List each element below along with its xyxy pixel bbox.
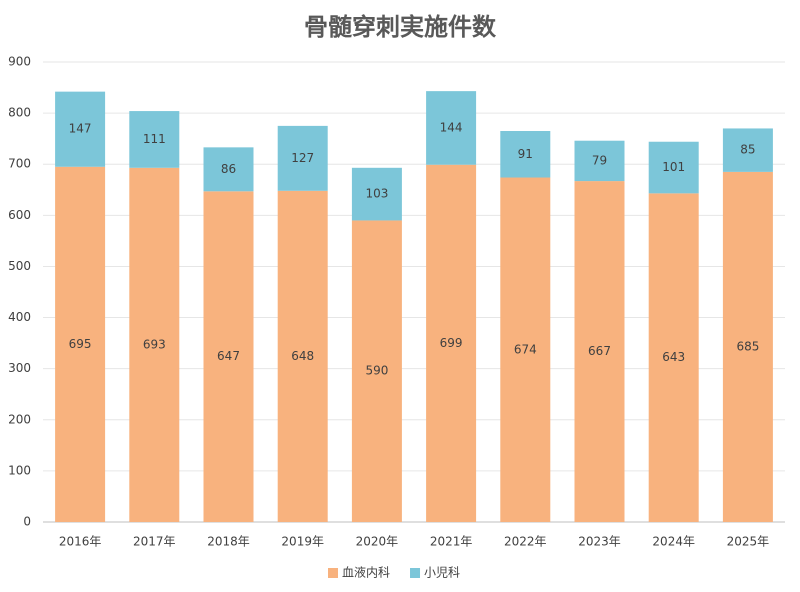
bar-segment (129, 111, 180, 168)
data-label: 111 (143, 132, 166, 146)
y-tick-label: 100 (8, 463, 31, 477)
y-tick-label: 700 (8, 157, 31, 171)
bar-segment (648, 193, 699, 522)
x-tick-label: 2024年 (652, 535, 695, 549)
bar-segment (574, 181, 625, 523)
y-tick-label: 900 (8, 55, 31, 69)
bar-segment (277, 125, 328, 191)
y-tick-label: 600 (8, 208, 31, 222)
data-label: 699 (440, 336, 463, 350)
x-tick-label: 2017年 (133, 535, 176, 549)
x-tick-label: 2022年 (504, 535, 547, 549)
data-label: 101 (662, 160, 685, 174)
data-label: 667 (588, 344, 611, 358)
y-tick-label: 800 (8, 106, 31, 120)
data-label: 648 (291, 349, 314, 363)
bar-segment (722, 128, 773, 172)
data-label: 103 (365, 187, 388, 201)
y-tick-label: 0 (23, 515, 31, 529)
x-tick-label: 2018年 (207, 535, 250, 549)
y-tick-label: 200 (8, 412, 31, 426)
bar-segment (351, 167, 402, 221)
data-label: 86 (221, 162, 236, 176)
data-label: 147 (69, 122, 92, 136)
chart-title: 骨髄穿刺実施件数 (304, 13, 497, 41)
bar-segment (55, 91, 106, 167)
legend-swatch (328, 568, 338, 578)
data-label: 643 (662, 350, 685, 364)
data-label: 79 (592, 153, 607, 167)
bar-segment (426, 164, 477, 522)
bar-segment (500, 177, 551, 522)
bar-segment (351, 220, 402, 522)
bar-segment (426, 91, 477, 165)
bar-segment (648, 141, 699, 194)
legend-swatch (410, 568, 421, 578)
data-label: 590 (365, 364, 388, 378)
data-label: 647 (217, 349, 240, 363)
legend-label: 小児科 (424, 566, 460, 580)
bar-segment (129, 167, 180, 523)
x-tick-label: 2023年 (578, 535, 621, 549)
bar-segment (55, 166, 106, 522)
bar-segment (203, 147, 254, 192)
data-label: 91 (518, 147, 533, 161)
data-label: 85 (740, 143, 755, 157)
legend-label: 血液内科 (342, 565, 390, 580)
y-tick-label: 400 (8, 310, 31, 324)
x-tick-label: 2021年 (430, 535, 473, 549)
x-tick-label: 2020年 (356, 535, 399, 549)
bar-segment (500, 131, 551, 178)
data-label: 674 (514, 342, 537, 356)
bar-segment (722, 171, 773, 522)
bar-segment (277, 190, 328, 523)
y-tick-label: 300 (8, 361, 31, 375)
data-label: 127 (291, 151, 314, 165)
x-tick-label: 2025年 (727, 535, 770, 549)
bar-segment (203, 191, 254, 523)
x-tick-label: 2016年 (59, 535, 102, 549)
data-label: 695 (69, 337, 92, 351)
data-label: 144 (440, 120, 463, 134)
y-tick-label: 500 (8, 259, 31, 273)
bar-segment (574, 140, 625, 182)
x-tick-label: 2019年 (281, 535, 324, 549)
data-label: 693 (143, 337, 166, 351)
data-label: 685 (736, 339, 759, 353)
